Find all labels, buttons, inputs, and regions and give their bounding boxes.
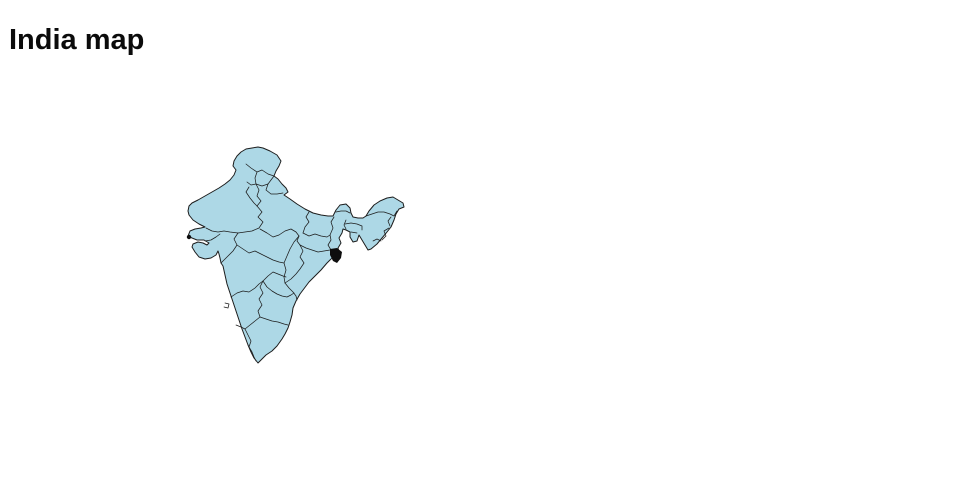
boundary-haryana-up: [255, 183, 262, 207]
boundary-sikkim-westbengal: [335, 210, 351, 214]
boundary-kerala-tamilnadu: [244, 328, 257, 362]
boundary-maharashtra-telangana: [262, 271, 287, 282]
boundary-assam-meghalaya: [344, 222, 363, 231]
boundary-up-mp: [259, 228, 300, 238]
boundary-gujarat-east: [220, 232, 239, 264]
boundary-assam-arunachal: [365, 210, 398, 217]
state-boundaries: [204, 163, 398, 362]
boundary-assam-manipur: [381, 227, 390, 241]
boundary-kerala-karnataka: [235, 324, 246, 330]
boundary-rajasthan-east: [237, 205, 264, 234]
boundary-hp-punjab: [254, 171, 258, 185]
boundary-westbengal-assam: [343, 219, 347, 230]
boundary-up-bihar: [302, 211, 310, 234]
boundary-telangana-andhra: [262, 280, 295, 298]
kutch-west-tip-blob: [186, 234, 192, 240]
boundary-jk-south: [245, 163, 275, 177]
boundary-haryana-rajasthan: [245, 186, 258, 207]
boundary-karnataka-tamilnadu: [244, 316, 261, 330]
sundarbans-delta-blob: [330, 248, 342, 263]
boundary-kutch-mainland: [204, 233, 221, 242]
india-outline: [187, 146, 405, 364]
boundary-tripura: [350, 231, 358, 234]
boundary-uttarakhand-up: [265, 183, 284, 195]
page-title: India map: [9, 24, 145, 56]
boundary-chhattisgarh-west: [283, 235, 300, 284]
boundary-chhattisgarh-odisha: [284, 244, 305, 284]
boundary-goa: [223, 302, 230, 309]
boundary-bihar-jharkhand: [302, 232, 331, 238]
boundary-punjab-haryana: [246, 181, 257, 186]
boundary-jharkhand-odisha: [299, 244, 331, 253]
boundary-maharashtra-karnataka: [230, 280, 264, 298]
boundary-assam-mizoram: [372, 238, 382, 242]
boundary-mp-maharashtra: [236, 244, 285, 264]
boundary-jharkhand-west: [296, 235, 301, 246]
boundary-odisha-andhra: [284, 282, 298, 301]
boundary-rajasthan-gujarat: [205, 227, 239, 234]
boundary-assam-nagaland: [387, 216, 392, 227]
boundary-karnataka-andhra: [257, 280, 264, 318]
boundary-andhra-tamilnadu: [259, 316, 289, 326]
